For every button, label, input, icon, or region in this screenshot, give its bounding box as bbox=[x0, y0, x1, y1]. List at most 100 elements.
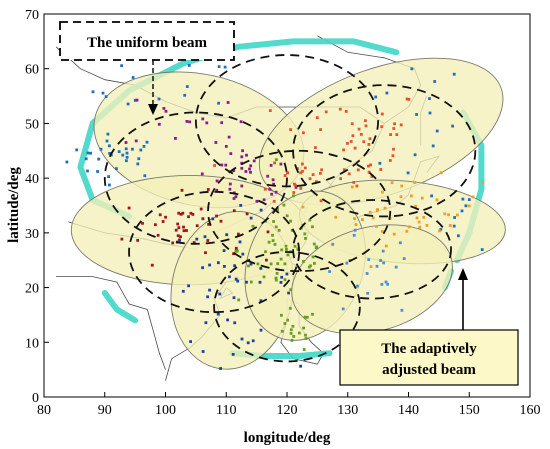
data-point-12-11 bbox=[280, 313, 283, 317]
uniform-beam-5 bbox=[292, 199, 452, 300]
data-point-10-9 bbox=[218, 292, 222, 296]
map-line-1 bbox=[56, 276, 166, 370]
data-point-10-39 bbox=[249, 216, 253, 220]
data-point-6-18 bbox=[380, 125, 384, 129]
data-point-0-17 bbox=[99, 147, 103, 151]
data-point-11-25 bbox=[251, 224, 255, 228]
data-point-8-38 bbox=[182, 225, 185, 229]
data-point-10-30 bbox=[236, 279, 240, 283]
data-point-11-39 bbox=[313, 262, 316, 265]
data-point-4-18 bbox=[266, 174, 270, 178]
data-point-5-5 bbox=[135, 98, 139, 102]
adaptive-annotation-line2: adjusted beam bbox=[382, 362, 476, 378]
data-point-4-15 bbox=[232, 197, 236, 200]
data-point-6-6 bbox=[407, 98, 411, 101]
data-point-9-34 bbox=[435, 198, 439, 202]
data-point-11-41 bbox=[286, 253, 290, 257]
data-point-8-9 bbox=[191, 213, 195, 216]
data-point-4-16 bbox=[271, 178, 275, 182]
data-point-13-6 bbox=[341, 307, 345, 311]
data-point-11-8 bbox=[237, 298, 241, 302]
data-point-8-24 bbox=[185, 229, 188, 232]
data-point-9-3 bbox=[399, 195, 403, 199]
data-point-3-7 bbox=[433, 80, 437, 83]
data-point-6-12 bbox=[355, 184, 359, 188]
data-point-6-27 bbox=[319, 172, 322, 175]
data-point-4-13 bbox=[240, 166, 244, 170]
data-point-2-3 bbox=[461, 197, 465, 201]
data-point-6-36 bbox=[319, 128, 322, 131]
data-point-11-32 bbox=[304, 237, 307, 240]
data-point-10-32 bbox=[245, 280, 248, 284]
data-point-11-6 bbox=[285, 248, 288, 251]
data-point-7-15 bbox=[303, 166, 307, 170]
data-point-6-8 bbox=[367, 170, 371, 174]
data-point-11-51 bbox=[273, 243, 277, 246]
data-point-13-21 bbox=[353, 228, 357, 232]
data-point-4-12 bbox=[244, 170, 248, 173]
uniform-beam-1 bbox=[194, 54, 380, 188]
data-point-4-32 bbox=[249, 170, 252, 174]
data-point-1-9 bbox=[217, 101, 220, 105]
data-point-10-19 bbox=[225, 233, 229, 237]
data-point-9-36 bbox=[414, 204, 418, 208]
uniform-beam-3 bbox=[128, 190, 301, 314]
data-point-8-43 bbox=[158, 213, 162, 217]
data-point-13-11 bbox=[366, 291, 370, 295]
data-point-11-50 bbox=[256, 262, 260, 266]
data-point-11-20 bbox=[279, 257, 283, 261]
data-point-11-16 bbox=[289, 219, 292, 223]
data-point-10-35 bbox=[239, 204, 243, 207]
x-tick-label-5: 130 bbox=[337, 403, 358, 418]
data-point-9-27 bbox=[381, 190, 384, 194]
data-point-4-7 bbox=[240, 184, 244, 188]
data-point-9-17 bbox=[447, 213, 450, 217]
data-point-5-10 bbox=[157, 122, 161, 126]
data-point-7-6 bbox=[299, 171, 303, 175]
data-point-8-32 bbox=[245, 212, 249, 216]
data-point-13-20 bbox=[400, 308, 404, 312]
data-point-11-34 bbox=[284, 244, 288, 248]
data-point-10-44 bbox=[195, 237, 199, 241]
x-tick-label-7: 150 bbox=[459, 403, 480, 418]
data-point-8-25 bbox=[215, 214, 218, 218]
data-point-0-14 bbox=[145, 140, 149, 144]
data-point-11-10 bbox=[275, 272, 279, 275]
uniform-beam-6 bbox=[213, 251, 361, 363]
user-points bbox=[65, 64, 485, 370]
uniform-beam-4 bbox=[207, 149, 392, 273]
data-point-6-30 bbox=[342, 148, 345, 152]
data-point-3-0 bbox=[413, 153, 417, 157]
data-point-5-7 bbox=[239, 120, 243, 124]
data-point-4-10 bbox=[229, 152, 233, 155]
data-point-1-7 bbox=[183, 93, 187, 97]
data-point-8-16 bbox=[156, 233, 160, 237]
data-point-6-10 bbox=[367, 164, 370, 168]
data-point-7-4 bbox=[283, 174, 287, 177]
data-point-4-37 bbox=[255, 199, 259, 203]
y-tick-label-4: 40 bbox=[25, 172, 39, 187]
data-point-5-11 bbox=[205, 121, 209, 125]
data-point-9-10 bbox=[448, 224, 452, 227]
data-point-10-42 bbox=[285, 272, 289, 276]
data-point-11-30 bbox=[271, 239, 275, 242]
data-point-9-9 bbox=[354, 223, 358, 226]
data-point-12-8 bbox=[311, 312, 314, 316]
data-point-6-3 bbox=[302, 131, 305, 135]
data-point-3-12 bbox=[378, 161, 382, 165]
data-point-11-48 bbox=[309, 264, 312, 268]
data-point-8-42 bbox=[176, 222, 180, 226]
data-point-4-28 bbox=[200, 172, 204, 176]
data-point-8-4 bbox=[201, 217, 205, 221]
data-point-7-5 bbox=[296, 167, 299, 170]
data-point-8-0 bbox=[234, 246, 238, 250]
data-point-7-10 bbox=[314, 180, 318, 183]
data-point-5-9 bbox=[134, 139, 138, 143]
y-tick-label-3: 30 bbox=[25, 227, 39, 242]
data-point-3-4 bbox=[385, 91, 389, 95]
data-point-4-3 bbox=[270, 192, 274, 196]
y-axis-label: latitude/deg bbox=[6, 167, 22, 243]
data-point-0-27 bbox=[139, 148, 143, 152]
data-point-9-4 bbox=[417, 220, 421, 224]
data-point-10-31 bbox=[238, 240, 242, 244]
